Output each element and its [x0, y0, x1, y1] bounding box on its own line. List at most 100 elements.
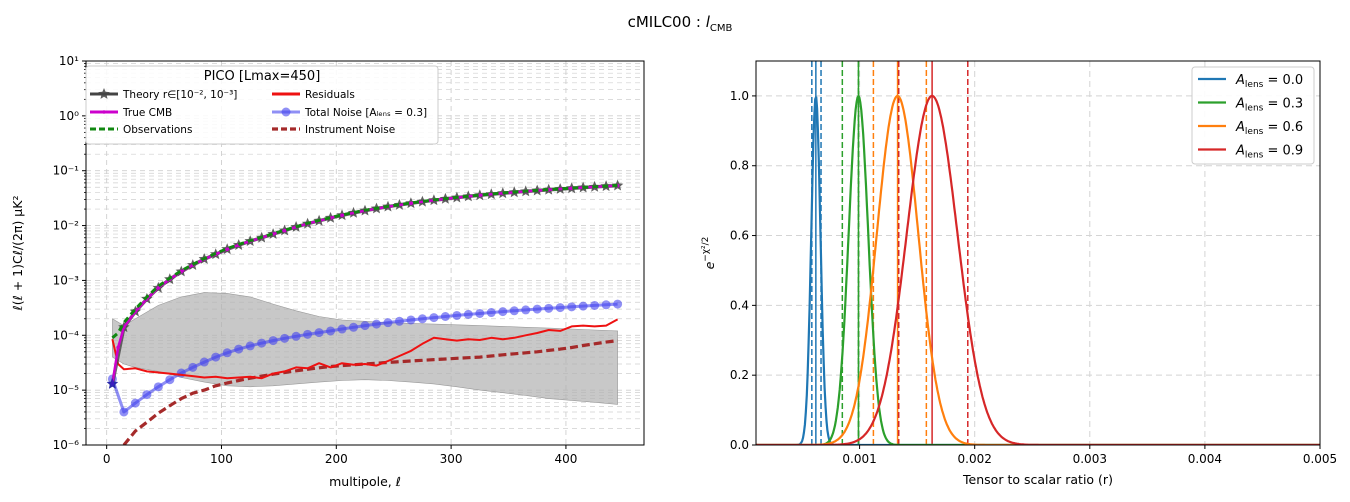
total-noise-point — [601, 300, 611, 310]
right-ytick-label: 0.0 — [730, 438, 749, 452]
total-noise-point — [257, 338, 267, 348]
left-legend-box — [85, 65, 439, 145]
right-ytick-label: 0.6 — [730, 229, 749, 243]
left-axes-frame — [85, 60, 645, 446]
total-noise-point — [532, 304, 542, 314]
first-point-marker — [106, 377, 119, 389]
left-chart: 0 100 200 300 400 10⁻⁶ 10⁻⁵ 10⁻⁴ 10⁻³ 10⁻² 10⁻¹ 10⁰… — [10, 54, 645, 489]
legend-label-base: A — [1235, 73, 1245, 88]
total-noise-point — [314, 328, 324, 338]
left-ytick-label: 10⁻³ — [53, 273, 80, 287]
total-noise-point — [349, 322, 359, 332]
total-noise-point — [291, 331, 301, 341]
total-noise-point — [222, 348, 232, 358]
true-cmb-point — [340, 213, 344, 218]
figure-title: cMILC00 : lCMB — [628, 13, 733, 34]
right-xtick-label: 0.005 — [1303, 452, 1337, 466]
legend-marker-true-cmb — [102, 110, 106, 114]
right-y-axis-label-base: e — [702, 261, 717, 269]
right-legend-box — [1191, 66, 1315, 165]
series-instrument-noise — [122, 339, 618, 445]
right-xtick-label: 0.002 — [958, 452, 992, 466]
left-xtick-label: 200 — [325, 452, 348, 466]
total-noise-point — [165, 375, 175, 385]
total-noise-point — [268, 336, 278, 346]
legend-label-total_noise: Total Noise [Aₗₑₙₛ = 0.3] — [304, 107, 427, 119]
legend-label-subscript: lens — [1245, 104, 1264, 114]
left-y-axis-label: ℓ(ℓ + 1)Cℓ/(2π) μK² — [10, 196, 25, 312]
total-noise-point — [337, 324, 347, 334]
left-ytick-label: 10⁻² — [53, 219, 80, 233]
left-series-group — [106, 179, 624, 445]
legend-label-value: = 0.3 — [1263, 97, 1303, 112]
right-ytick-label: 1.0 — [730, 89, 749, 103]
total-noise-point — [371, 319, 381, 329]
total-noise-point — [326, 326, 336, 336]
right-y-axis-label: e−χ²/2 — [701, 237, 717, 270]
total-noise-point — [394, 316, 404, 326]
left-xtick-label: 400 — [554, 452, 577, 466]
legend-marker-total-noise — [281, 107, 291, 117]
left-ytick-label: 10⁻¹ — [53, 164, 80, 178]
total-noise-point — [303, 329, 313, 339]
right-ytick-label: 0.2 — [730, 368, 749, 382]
legend-marker-theory — [98, 88, 110, 99]
total-noise-point — [475, 308, 485, 318]
left-legend: PICO [Lmax=450] Theory r∈[10⁻², 10⁻³] True… — [85, 65, 439, 145]
legend-label-a06: Alens = 0.6 — [1235, 120, 1303, 137]
total-noise-point — [280, 333, 290, 343]
legend-label-true_cmb: True CMB — [122, 107, 172, 119]
legend-label-residuals: Residuals — [305, 89, 355, 101]
left-ytick-label: 10⁰ — [59, 109, 79, 123]
legend-label-a03: Alens = 0.3 — [1235, 97, 1303, 114]
total-noise-point — [211, 352, 221, 362]
right-ytick-label: 0.8 — [730, 159, 749, 173]
legend-label-base: A — [1235, 144, 1245, 159]
right-x-axis-label: Tensor to scalar ratio (r) — [962, 472, 1113, 487]
left-x-axis-label: multipole, ℓ — [329, 474, 401, 489]
total-noise-point — [406, 315, 416, 325]
noise-band — [112, 292, 618, 405]
true-cmb-point — [282, 228, 287, 233]
legend-label-subscript: lens — [1245, 127, 1264, 137]
total-noise-point — [567, 302, 577, 312]
legend-label-subscript: lens — [1245, 151, 1264, 161]
left-legend-title: PICO [Lmax=450] — [204, 69, 321, 84]
legend-label-instrument_noise: Instrument Noise — [305, 124, 395, 136]
legend-label-a09: Alens = 0.9 — [1235, 144, 1303, 161]
total-noise-point — [613, 299, 623, 309]
total-noise-point — [509, 306, 519, 316]
series-observations — [111, 183, 618, 339]
right-xtick-label: 0.003 — [1073, 452, 1107, 466]
true-cmb-point — [225, 247, 230, 252]
total-noise-point — [199, 357, 209, 367]
left-ytick-label: 10⁻⁴ — [53, 328, 80, 342]
series-residuals — [111, 318, 619, 380]
total-noise-point — [429, 313, 439, 323]
right-axes-frame — [755, 60, 1321, 446]
left-ytick-label: 10⁻⁵ — [53, 383, 80, 397]
right-y-axis-label-exponent: −χ²/2 — [701, 237, 711, 262]
legend-label-theory: Theory r∈[10⁻², 10⁻³] — [122, 89, 237, 101]
total-noise-point — [590, 300, 600, 310]
total-noise-point — [578, 301, 588, 311]
total-noise-point — [486, 308, 496, 318]
total-noise-point — [417, 314, 427, 324]
right-chart: 0.001 0.002 0.003 0.004 0.005 0.0 0.2 0.4 0.6 0.8… — [701, 60, 1337, 487]
total-noise-point — [383, 318, 393, 328]
right-xtick-label: 0.004 — [1188, 452, 1222, 466]
total-noise-point — [521, 305, 531, 315]
true-cmb-point — [156, 286, 161, 290]
left-xtick-label: 300 — [440, 452, 463, 466]
left-xtick-label: 0 — [103, 452, 111, 466]
right-ytick-label: 0.4 — [730, 298, 749, 312]
left-ytick-label: 10⁻⁶ — [53, 438, 80, 452]
total-noise-point — [153, 382, 163, 392]
total-noise-point — [544, 303, 554, 313]
total-noise-point — [188, 362, 198, 372]
legend-label-value: = 0.6 — [1263, 120, 1303, 135]
left-ytick-label: 10¹ — [59, 54, 79, 68]
legend-label-base: A — [1235, 97, 1245, 112]
